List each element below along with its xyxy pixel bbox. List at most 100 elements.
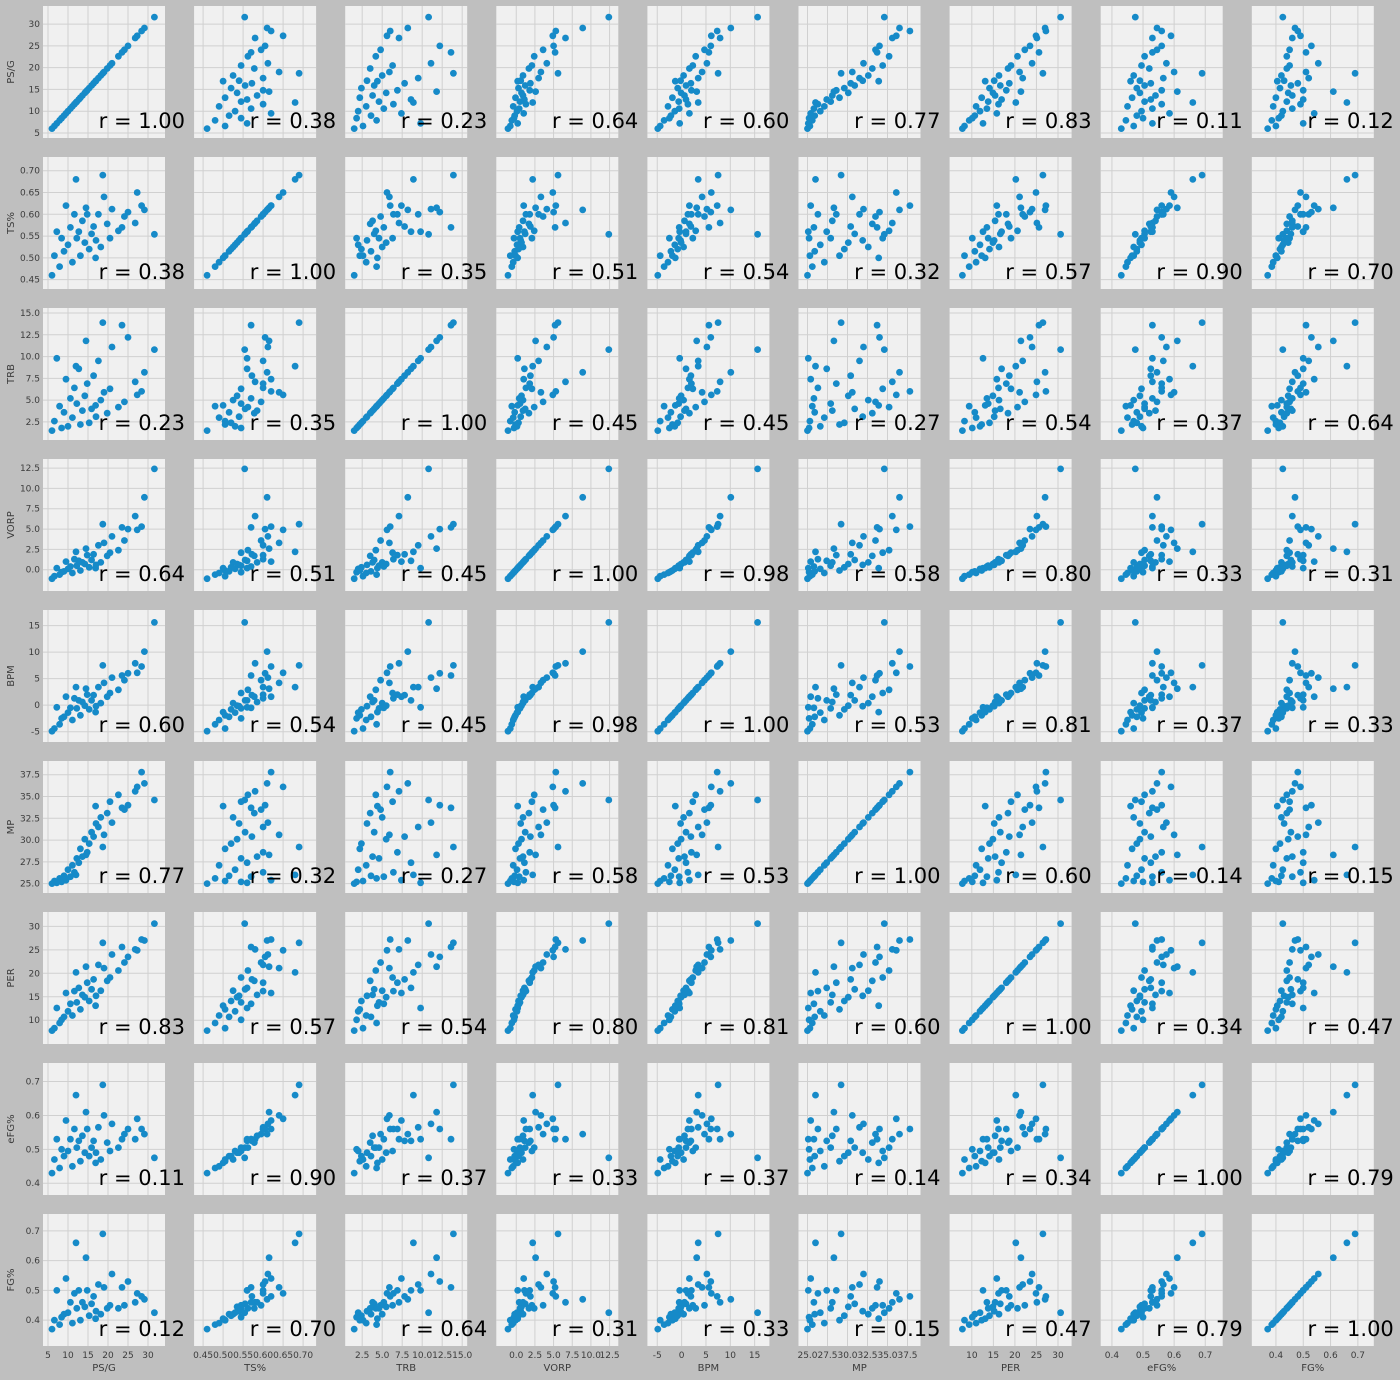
data-point	[687, 223, 695, 230]
data-point	[714, 520, 722, 528]
data-point	[654, 1027, 662, 1034]
data-point	[48, 727, 56, 735]
data-point	[77, 711, 84, 719]
data-point	[1016, 68, 1023, 76]
y-axis-label: MP	[6, 820, 17, 835]
data-point	[374, 402, 381, 409]
correlation-label: r = 0.64	[552, 109, 638, 133]
correlation-label: r = 0.58	[552, 864, 638, 888]
data-point	[436, 953, 444, 961]
data-point	[1351, 1081, 1359, 1089]
data-point	[716, 34, 724, 42]
data-point	[892, 946, 900, 954]
data-point	[350, 125, 358, 132]
data-point	[693, 337, 701, 345]
data-point	[981, 1002, 989, 1010]
data-point	[118, 321, 126, 329]
panel-PS/G-vs-FG%: r = 0.12	[1251, 6, 1394, 138]
data-point	[965, 720, 973, 728]
data-point	[115, 791, 122, 799]
data-point	[1012, 969, 1020, 976]
data-point	[727, 24, 735, 32]
data-point	[836, 1157, 843, 1165]
data-point	[380, 395, 388, 402]
data-point	[275, 388, 283, 396]
data-point	[693, 851, 701, 859]
data-point	[686, 558, 693, 565]
data-point	[1314, 951, 1322, 958]
data-point	[1294, 663, 1302, 670]
y-axis-label: FG%	[6, 1268, 17, 1291]
panel-eFG%-vs-VORP: r = 0.33	[496, 1063, 638, 1195]
data-point	[1343, 1239, 1351, 1247]
data-point	[359, 252, 367, 260]
data-point	[872, 213, 879, 220]
data-point	[56, 1164, 63, 1172]
data-point	[95, 1123, 102, 1131]
data-point	[1297, 987, 1304, 995]
data-point	[551, 49, 559, 56]
data-point	[118, 224, 126, 231]
data-point	[375, 855, 383, 862]
data-point	[1032, 32, 1040, 40]
data-point	[1273, 802, 1281, 810]
data-point	[654, 1169, 662, 1177]
data-point	[1275, 114, 1283, 122]
data-point	[968, 234, 976, 242]
data-point	[1039, 1081, 1047, 1089]
panel-VORP-vs-eFG%: r = 0.33	[1100, 459, 1243, 591]
data-point	[976, 709, 984, 716]
data-point	[88, 1300, 95, 1308]
data-point	[248, 79, 256, 87]
y-tick-label: 0.4	[26, 1316, 41, 1326]
data-point	[100, 388, 108, 396]
data-point	[1141, 82, 1148, 89]
data-point	[1268, 1321, 1276, 1328]
data-point	[95, 210, 102, 218]
data-point	[885, 1304, 893, 1312]
data-point	[993, 876, 1001, 884]
data-point	[1127, 802, 1134, 810]
data-point	[1141, 697, 1148, 704]
data-point	[1147, 976, 1155, 983]
data-point	[1170, 388, 1178, 396]
data-point	[684, 1125, 692, 1133]
data-point	[253, 217, 261, 225]
data-point	[398, 693, 405, 701]
data-point	[265, 337, 273, 345]
data-point	[1273, 708, 1281, 716]
data-point	[820, 258, 828, 266]
data-point	[684, 868, 692, 876]
data-point	[211, 571, 219, 578]
data-point	[844, 702, 852, 710]
data-point	[1299, 120, 1307, 127]
data-point	[1004, 809, 1012, 817]
panel-TS%-vs-TRB: r = 0.35	[345, 157, 487, 289]
data-point	[1136, 392, 1144, 400]
data-point	[151, 619, 158, 626]
data-point	[814, 384, 822, 392]
data-point	[72, 176, 80, 183]
data-point	[151, 230, 158, 238]
data-point	[1294, 833, 1302, 840]
correlation-label: r = 0.15	[1307, 864, 1393, 888]
data-point	[118, 672, 126, 679]
data-point	[550, 1278, 557, 1285]
data-point	[92, 564, 99, 572]
correlation-label: r = 1.00	[401, 411, 487, 435]
data-point	[892, 391, 900, 399]
data-point	[526, 86, 534, 94]
data-point	[868, 693, 876, 701]
data-point	[981, 1315, 989, 1323]
panel-background	[798, 610, 921, 742]
data-point	[880, 465, 888, 473]
data-point	[512, 94, 519, 102]
data-point	[660, 1164, 668, 1172]
data-point	[995, 1290, 1002, 1297]
data-point	[363, 77, 371, 85]
data-point	[353, 1016, 360, 1024]
data-point	[1133, 84, 1141, 92]
x-tick-label: 0.7	[1351, 1351, 1365, 1361]
data-point	[514, 708, 522, 716]
data-point	[537, 68, 545, 76]
